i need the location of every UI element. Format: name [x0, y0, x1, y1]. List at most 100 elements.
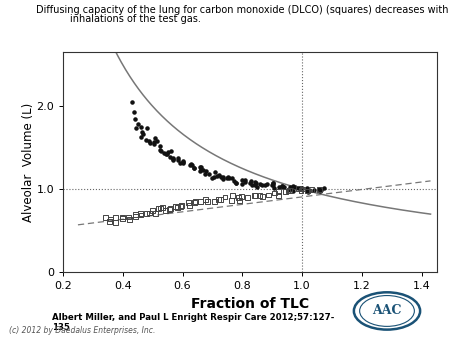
Point — [134, 121, 141, 126]
Point — [252, 180, 260, 185]
Point — [304, 187, 311, 192]
Point — [297, 186, 304, 191]
Point — [170, 156, 177, 162]
Point — [167, 148, 175, 154]
Point — [294, 185, 302, 190]
Point — [269, 180, 276, 186]
Point — [268, 182, 275, 187]
Point — [276, 185, 283, 190]
Point — [295, 186, 302, 191]
Point — [204, 199, 211, 204]
Point — [259, 193, 266, 199]
Point — [308, 187, 315, 192]
Point — [238, 194, 245, 199]
Point — [278, 183, 285, 188]
Point — [154, 138, 161, 144]
Point — [252, 182, 259, 188]
Point — [261, 183, 268, 188]
Point — [132, 126, 140, 131]
Point — [190, 165, 198, 170]
Point — [171, 203, 179, 209]
Point — [251, 193, 258, 199]
Point — [132, 214, 139, 219]
Point — [119, 216, 126, 221]
Point — [216, 172, 223, 178]
Point — [202, 171, 209, 177]
Point — [157, 148, 164, 154]
Point — [235, 198, 243, 203]
Point — [242, 179, 249, 184]
Point — [162, 151, 169, 156]
Point — [258, 182, 265, 188]
Point — [139, 130, 146, 135]
Point — [166, 207, 173, 213]
Point — [148, 208, 156, 213]
Point — [202, 196, 209, 202]
Point — [291, 185, 298, 190]
Point — [197, 165, 204, 170]
Point — [137, 211, 144, 216]
Point — [316, 189, 324, 194]
Point — [152, 135, 159, 141]
Point — [318, 188, 325, 193]
Point — [256, 181, 264, 186]
Point — [191, 200, 198, 206]
Point — [304, 188, 311, 194]
Text: Albert Miller, and Paul L Enright Respir Care 2012;57:127-
135: Albert Miller, and Paul L Enright Respir… — [52, 313, 334, 332]
Point — [150, 141, 157, 147]
Point — [198, 164, 205, 170]
Point — [220, 174, 227, 179]
Point — [278, 183, 285, 188]
Point — [316, 186, 323, 192]
Point — [188, 161, 195, 167]
Point — [130, 109, 138, 115]
Point — [211, 198, 218, 204]
Point — [156, 143, 163, 149]
Point — [271, 190, 278, 196]
Point — [229, 176, 236, 181]
Point — [211, 170, 218, 175]
Point — [132, 116, 139, 122]
Text: AAC: AAC — [372, 304, 402, 317]
Point — [128, 99, 135, 104]
Text: Diffusing capacity of the lung for carbon monoxide (DLCO) (squares) decreases wi: Diffusing capacity of the lung for carbo… — [36, 5, 450, 15]
Point — [138, 125, 145, 130]
Point — [217, 197, 224, 202]
Point — [241, 178, 248, 183]
Y-axis label: Alveolar  Volume (L): Alveolar Volume (L) — [22, 103, 35, 222]
Point — [223, 175, 230, 180]
X-axis label: Fraction of TLC: Fraction of TLC — [191, 297, 309, 311]
Point — [179, 159, 186, 164]
Point — [286, 184, 293, 190]
Point — [106, 219, 113, 224]
Point — [107, 216, 114, 222]
Point — [230, 178, 238, 184]
Point — [289, 184, 296, 189]
Text: inhalations of the test gas.: inhalations of the test gas. — [70, 14, 200, 24]
Point — [143, 137, 150, 142]
Point — [152, 211, 159, 216]
Point — [274, 193, 282, 198]
Point — [213, 173, 220, 179]
Point — [284, 188, 292, 194]
Point — [238, 177, 246, 183]
Point — [140, 131, 147, 137]
Point — [251, 193, 258, 198]
Point — [165, 149, 172, 154]
Point — [252, 179, 259, 185]
Point — [265, 192, 272, 198]
Point — [138, 134, 145, 140]
Point — [143, 125, 150, 130]
Point — [146, 140, 153, 145]
Point — [244, 195, 251, 200]
Point — [190, 165, 198, 171]
Point — [320, 185, 328, 191]
Point — [177, 204, 184, 210]
Point — [202, 168, 209, 173]
Point — [211, 174, 218, 180]
Point — [229, 192, 236, 198]
Point — [228, 197, 235, 203]
Point — [178, 203, 185, 209]
Point — [299, 186, 306, 192]
Point — [186, 203, 193, 209]
